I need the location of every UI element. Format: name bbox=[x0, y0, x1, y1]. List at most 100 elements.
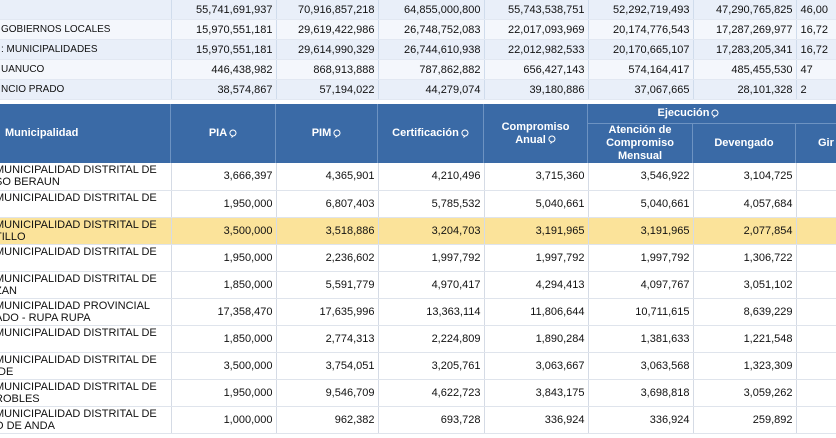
info-icon[interactable] bbox=[229, 129, 237, 138]
value-cell: 3,500,000 bbox=[171, 217, 277, 245]
table-row[interactable]: MUNICIPALIDAD PROVINCIAL ADO - RUPA RUPA… bbox=[0, 298, 836, 326]
value-cell: 1,997,792 bbox=[588, 244, 694, 272]
header-certificacion[interactable]: Certificación bbox=[378, 104, 484, 163]
value-cell: 1,221,548 bbox=[693, 325, 797, 353]
girado-cell bbox=[796, 244, 836, 272]
summary-cell: 17,287,269,977 bbox=[693, 19, 797, 40]
table-row[interactable]: MUNICIPALIDAD DISTRITAL DE IDE3,500,0003… bbox=[0, 352, 836, 380]
value-cell: 3,204,703 bbox=[378, 217, 485, 245]
summary-cell: 2 bbox=[796, 79, 836, 100]
municipalidad-name-cell[interactable]: MUNICIPALIDAD DISTRITAL DE bbox=[0, 325, 172, 353]
summary-cell: 29,614,990,329 bbox=[276, 39, 379, 60]
value-cell: 4,970,417 bbox=[378, 271, 485, 299]
summary-row[interactable]: 55,741,691,937 70,916,857,218 64,855,000,8… bbox=[0, 0, 836, 20]
summary-cell: 20,174,776,543 bbox=[588, 19, 694, 40]
summary-cell: 29,619,422,986 bbox=[276, 19, 379, 40]
value-cell: 3,104,725 bbox=[693, 163, 797, 191]
header-pim[interactable]: PIM bbox=[276, 104, 378, 163]
summary-cell: 70,916,857,218 bbox=[276, 0, 379, 20]
value-cell: 4,097,767 bbox=[588, 271, 694, 299]
value-cell: 2,774,313 bbox=[276, 325, 379, 353]
summary-label: NCIO PRADO bbox=[0, 79, 172, 100]
municipalidad-name-cell[interactable]: MUNICIPALIDAD DISTRITAL DE bbox=[0, 190, 172, 218]
municipalidad-name: MUNICIPALIDAD DISTRITAL DE SO BERAUN bbox=[0, 164, 157, 188]
value-cell: 962,382 bbox=[276, 406, 379, 434]
header-devengado[interactable]: Devengado bbox=[693, 124, 796, 163]
summary-cell: 17,283,205,341 bbox=[693, 39, 797, 60]
info-icon[interactable] bbox=[711, 109, 719, 118]
table-row[interactable]: MUNICIPALIDAD DISTRITAL DE SO BERAUN 3,66… bbox=[0, 163, 836, 191]
value-cell: 336,924 bbox=[588, 406, 694, 434]
info-icon[interactable] bbox=[333, 129, 341, 138]
girado-cell bbox=[796, 352, 836, 380]
summary-row[interactable]: GOBIERNOS LOCALES 15,970,551,181 29,619,42… bbox=[0, 19, 836, 40]
value-cell: 1,850,000 bbox=[171, 271, 277, 299]
value-cell: 4,365,901 bbox=[276, 163, 379, 191]
girado-cell bbox=[796, 298, 836, 326]
table-row[interactable]: MUNICIPALIDAD DISTRITAL DE ROBLES 1,950,0… bbox=[0, 379, 836, 407]
municipalidad-name-cell[interactable]: MUNICIPALIDAD DISTRITAL DE ZAN bbox=[0, 271, 172, 299]
summary-cell: 37,067,665 bbox=[588, 79, 694, 100]
table-row[interactable]: MUNICIPALIDAD DISTRITAL DE 1,850,000 2,774… bbox=[0, 325, 836, 353]
header-municipalidad[interactable]: Municipalidad bbox=[0, 104, 171, 163]
value-cell: 336,924 bbox=[484, 406, 589, 434]
value-cell: 3,546,922 bbox=[588, 163, 694, 191]
municipalidad-name-cell[interactable]: MUNICIPALIDAD DISTRITAL DE O DE ANDA bbox=[0, 406, 172, 434]
value-cell: 1,950,000 bbox=[171, 244, 277, 272]
municipalidad-name: MUNICIPALIDAD DISTRITAL DE bbox=[0, 245, 157, 258]
value-cell: 5,040,661 bbox=[484, 190, 589, 218]
value-cell: 3,059,262 bbox=[693, 379, 797, 407]
value-cell: 259,892 bbox=[693, 406, 797, 434]
value-cell: 1,323,309 bbox=[693, 352, 797, 380]
header-compromiso[interactable]: Compromiso Anual bbox=[484, 104, 588, 163]
municipalidad-name: MUNICIPALIDAD PROVINCIAL ADO - RUPA RUPA bbox=[0, 299, 150, 324]
value-cell: 3,666,397 bbox=[171, 163, 277, 191]
municipalidad-name-cell[interactable]: MUNICIPALIDAD PROVINCIAL ADO - RUPA RUPA bbox=[0, 298, 172, 326]
summary-cell: 57,194,022 bbox=[276, 79, 379, 100]
municipalidad-name-cell[interactable]: MUNICIPALIDAD DISTRITAL DE bbox=[0, 244, 172, 272]
summary-cell: 47 bbox=[796, 59, 836, 80]
summary-cell: 52,292,719,493 bbox=[588, 0, 694, 20]
info-icon[interactable] bbox=[548, 135, 556, 144]
municipalidad-name: MUNICIPALIDAD DISTRITAL DE ROBLES bbox=[0, 380, 157, 405]
value-cell: 3,715,360 bbox=[484, 163, 589, 191]
summary-row[interactable]: UANUCO 446,438,982 868,913,888 787,862,882 6… bbox=[0, 59, 836, 80]
table-row[interactable]: MUNICIPALIDAD DISTRITAL DE ZAN 1,850,0005… bbox=[0, 271, 836, 299]
summary-cell: 446,438,982 bbox=[171, 59, 277, 80]
summary-cell: 26,748,752,083 bbox=[378, 19, 485, 40]
header-girado[interactable]: Gir bbox=[796, 124, 836, 163]
summary-row[interactable]: : MUNICIPALIDADES 15,970,551,181 29,614,99… bbox=[0, 39, 836, 60]
header-atencion[interactable]: Atención de Compromiso Mensual bbox=[588, 124, 693, 163]
value-cell: 1,950,000 bbox=[171, 379, 277, 407]
value-cell: 3,051,102 bbox=[693, 271, 797, 299]
municipalidades-table: MUNICIPALIDAD DISTRITAL DE SO BERAUN 3,66… bbox=[0, 163, 836, 434]
header-ejecucion: Ejecución bbox=[588, 104, 836, 124]
value-cell: 10,711,615 bbox=[588, 298, 694, 326]
summary-cell: 28,101,328 bbox=[693, 79, 797, 100]
value-cell: 8,639,229 bbox=[693, 298, 797, 326]
municipalidad-name-cell[interactable]: MUNICIPALIDAD DISTRITAL DE TILLO bbox=[0, 217, 172, 245]
table-row[interactable]: MUNICIPALIDAD DISTRITAL DE TILLO 3,500,00… bbox=[0, 217, 836, 245]
value-cell: 1,381,633 bbox=[588, 325, 694, 353]
summary-cell: 20,170,665,107 bbox=[588, 39, 694, 60]
summary-cell: 656,427,143 bbox=[484, 59, 589, 80]
table-row[interactable]: MUNICIPALIDAD DISTRITAL DE 1,950,000 2,236… bbox=[0, 244, 836, 272]
value-cell: 3,754,051 bbox=[276, 352, 379, 380]
summary-cell: 64,855,000,800 bbox=[378, 0, 485, 20]
table-row[interactable]: MUNICIPALIDAD DISTRITAL DE 1,950,000 6,807… bbox=[0, 190, 836, 218]
value-cell: 4,294,413 bbox=[484, 271, 589, 299]
summary-cell: 38,574,867 bbox=[171, 79, 277, 100]
header-pia[interactable]: PIA bbox=[171, 104, 276, 163]
value-cell: 5,040,661 bbox=[588, 190, 694, 218]
table-row[interactable]: MUNICIPALIDAD DISTRITAL DE O DE ANDA 1,00… bbox=[0, 406, 836, 434]
municipalidad-name-cell[interactable]: MUNICIPALIDAD DISTRITAL DE IDE bbox=[0, 352, 172, 380]
value-cell: 5,591,779 bbox=[276, 271, 379, 299]
value-cell: 11,806,644 bbox=[484, 298, 589, 326]
municipalidad-name-cell[interactable]: MUNICIPALIDAD DISTRITAL DE ROBLES bbox=[0, 379, 172, 407]
girado-cell bbox=[796, 325, 836, 353]
summary-row[interactable]: NCIO PRADO 38,574,867 57,194,022 44,279,074… bbox=[0, 79, 836, 100]
summary-cell: 15,970,551,181 bbox=[171, 39, 277, 60]
info-icon[interactable] bbox=[461, 129, 469, 138]
summary-label: UANUCO bbox=[0, 59, 172, 80]
municipalidad-name-cell[interactable]: MUNICIPALIDAD DISTRITAL DE SO BERAUN bbox=[0, 163, 172, 191]
